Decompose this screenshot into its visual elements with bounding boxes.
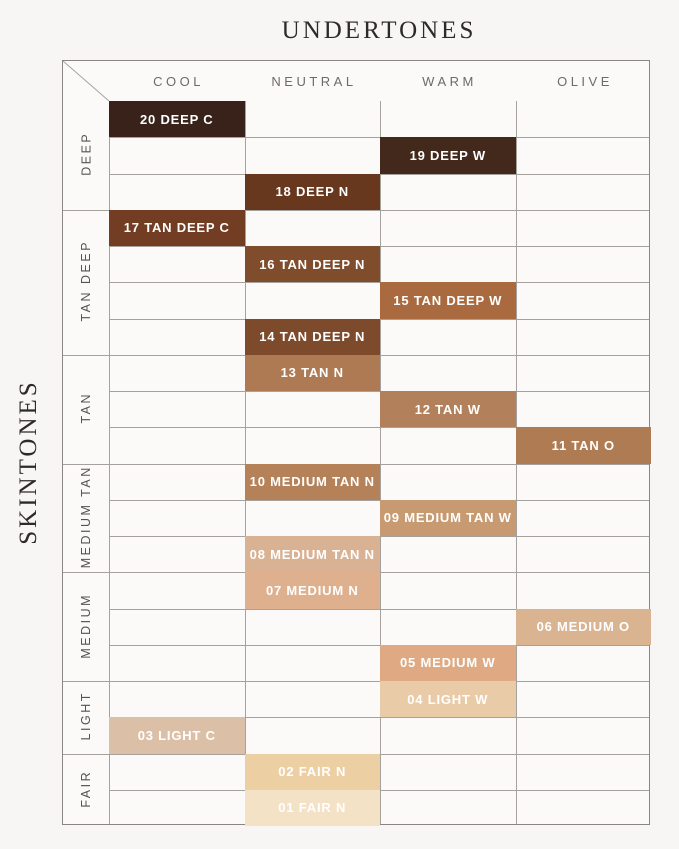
shade-cell-08-medium-tan-n: 08 MEDIUM TAN N <box>244 536 380 573</box>
shade-cell-20-deep-c: 20 DEEP C <box>109 101 245 138</box>
shade-cell-19-deep-w: 19 DEEP W <box>380 137 516 174</box>
column-header-warm: WARM <box>422 73 477 89</box>
column-grid-line <box>380 101 381 824</box>
shade-matrix-chart: COOL NEUTRAL WARM OLIVE DEEP TAN DEEP TAN MEDIU… <box>62 60 651 826</box>
shade-cell-18-deep-n: 18 DEEP N <box>244 173 380 210</box>
shade-cell-13-tan-n: 13 TAN N <box>244 354 380 391</box>
row-grid-line <box>109 644 649 646</box>
shade-cell-06-medium-o: 06 MEDIUM O <box>515 608 651 645</box>
shade-cell-16-tan-deep-n: 16 TAN DEEP N <box>244 246 380 283</box>
row-grid-line <box>109 681 649 682</box>
shade-cell-04-light-w: 04 LIGHT W <box>380 681 516 718</box>
row-grid-line <box>109 499 649 501</box>
row-group-label-tan: TAN <box>78 392 93 424</box>
row-grid-line <box>109 137 649 139</box>
row-grid-line <box>109 209 649 211</box>
row-group-label-fair: FAIR <box>78 769 93 808</box>
shade-cell-10-medium-tan-n: 10 MEDIUM TAN N <box>244 463 380 500</box>
shade-cell-12-tan-w: 12 TAN W <box>380 391 516 428</box>
row-group-label-tan-deep: TAN DEEP <box>79 240 93 322</box>
shade-cell-17-tan-deep-c: 17 TAN DEEP C <box>109 209 245 246</box>
column-grid-line <box>244 101 246 824</box>
shade-cell-01-fair-n: 01 FAIR N <box>244 789 380 826</box>
row-grid-line <box>109 282 649 284</box>
row-grid-line <box>109 717 649 719</box>
shade-cell-09-medium-tan-w: 09 MEDIUM TAN W <box>380 499 516 536</box>
shade-cell-05-medium-w: 05 MEDIUM W <box>380 644 516 681</box>
column-header-neutral: NEUTRAL <box>271 73 357 89</box>
column-header-cool: COOL <box>153 73 204 89</box>
row-grid-line <box>109 608 649 610</box>
shade-cell-02-fair-n: 02 FAIR N <box>244 753 380 790</box>
shade-cell-14-tan-deep-n: 14 TAN DEEP N <box>244 318 380 355</box>
shade-cell-11-tan-o: 11 TAN O <box>515 427 651 464</box>
row-group-label-medium-tan: MEDIUM TAN <box>79 465 94 569</box>
corner-diagonal-line <box>63 61 109 101</box>
row-grid-line <box>109 391 649 392</box>
column-grid-line <box>109 101 110 824</box>
column-header-olive: OLIVE <box>557 73 613 89</box>
shade-cell-07-medium-n: 07 MEDIUM N <box>244 572 380 609</box>
skintones-axis-title: SKINTONES <box>15 379 42 545</box>
undertones-axis-title: UNDERTONES <box>281 17 477 44</box>
shade-cell-03-light-c: 03 LIGHT C <box>109 717 245 754</box>
row-group-label-deep: DEEP <box>79 132 94 177</box>
shade-cell-15-tan-deep-w: 15 TAN DEEP W <box>380 282 516 319</box>
row-group-label-medium: MEDIUM <box>79 592 94 659</box>
row-grid-line <box>109 427 649 429</box>
row-group-label-light: LIGHT <box>79 691 93 741</box>
